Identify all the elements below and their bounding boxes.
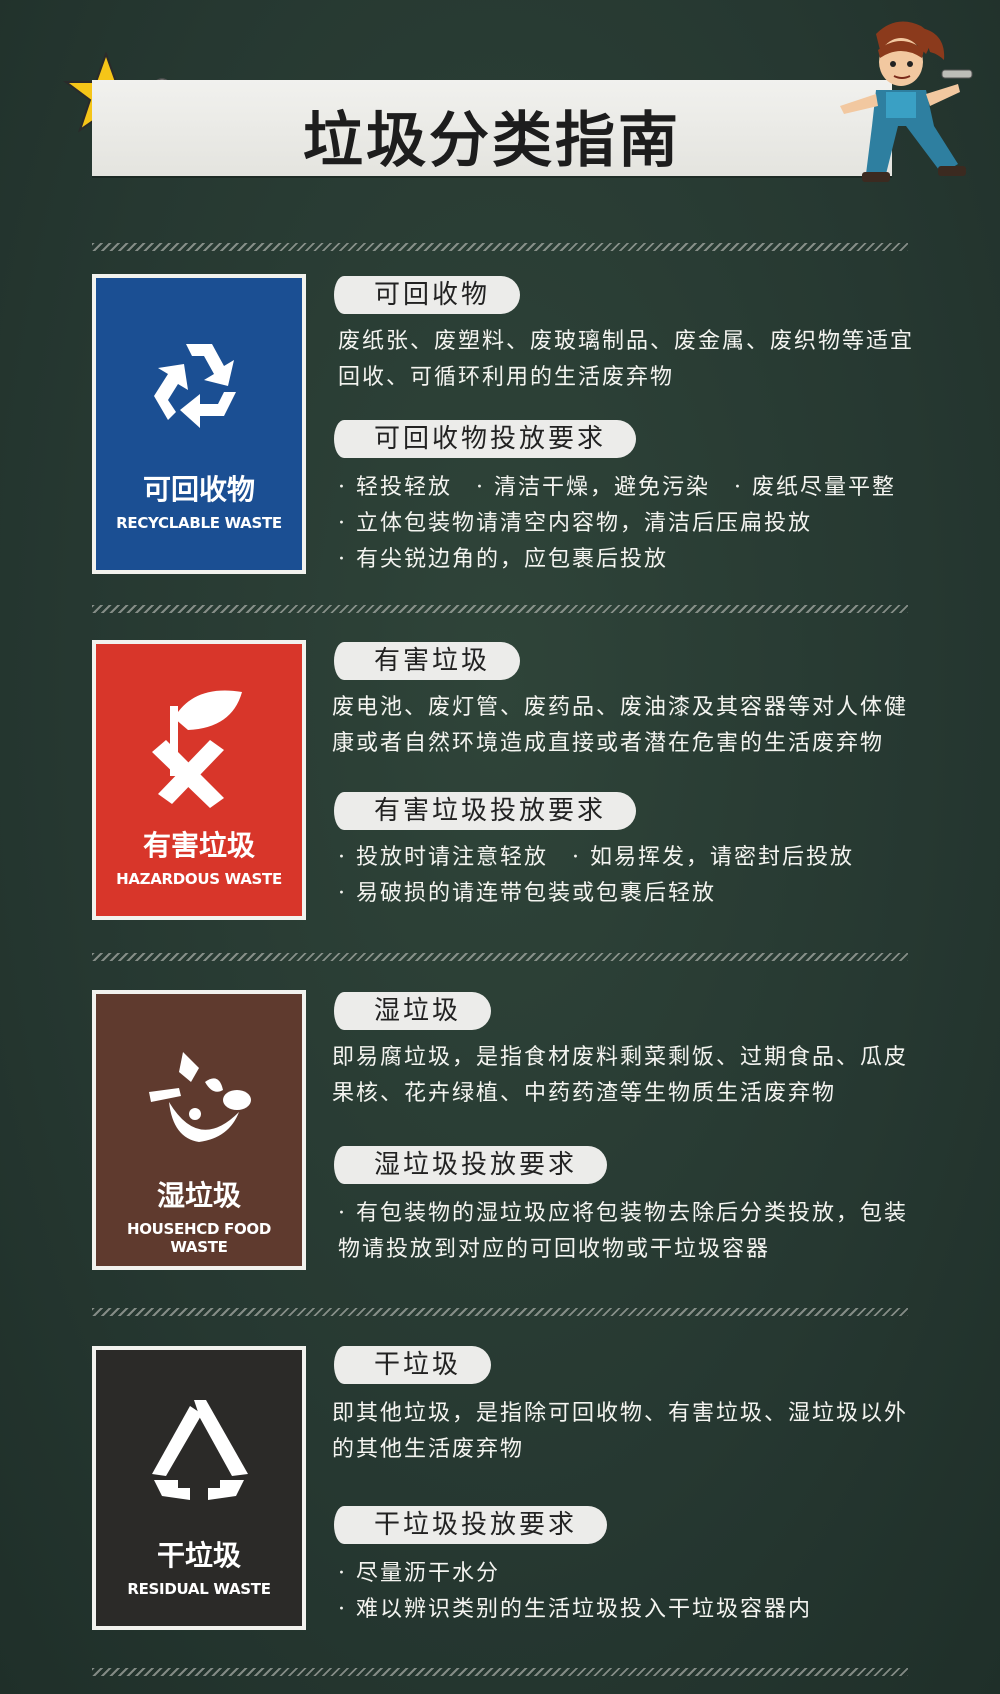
card-name: 可回收物: [142, 473, 255, 506]
recycle-icon: [154, 344, 236, 428]
page-title: 垃圾分类指南: [303, 106, 681, 176]
hazardous-card: 有害垃圾 HAZARDOUS WASTE: [92, 640, 306, 920]
title-banner: 垃圾分类指南: [92, 80, 892, 176]
section-description: 废纸张、废塑料、废玻璃制品、废金属、废织物等适宜回收、可循环利用的生活废弃物: [338, 329, 915, 390]
requirement-item: · 立体包装物请清空内容物，清洁后压扁投放: [338, 511, 812, 536]
card-english-name: RESIDUAL WASTE: [127, 1580, 271, 1598]
section-title-pill: 湿垃圾: [333, 992, 492, 1030]
section-title-pill: 可回收物: [333, 276, 521, 314]
divider: [92, 1308, 908, 1316]
residual-card: 干垃圾 RESIDUAL WASTE: [92, 1346, 306, 1630]
divider: [92, 605, 908, 613]
requirement-item: · 有尖锐边角的，应包裹后投放: [338, 547, 668, 572]
requirements-title-pill: 干垃圾投放要求: [333, 1506, 608, 1544]
food-waste-icon: [149, 1052, 251, 1142]
requirements-list: · 有包装物的湿垃圾应将包装物去除后分类投放，包装物请投放到对应的可回收物或干垃…: [338, 1196, 928, 1268]
divider: [92, 243, 908, 251]
requirements-title-pill: 有害垃圾投放要求: [333, 792, 637, 830]
requirement-item: · 易破损的请连带包装或包裹后轻放: [338, 881, 716, 906]
requirements-list: · 轻投轻放 · 清洁干燥，避免污染 · 废纸尽量平整 · 立体包装物请清空内容…: [338, 470, 928, 578]
requirement-item: · 有包装物的湿垃圾应将包装物去除后分类投放，包装物请投放到对应的可回收物或干垃…: [338, 1201, 908, 1262]
card-english-name: HOUSEHCD FOOD WASTE: [126, 1220, 272, 1256]
requirement-item: · 难以辨识类别的生活垃圾投入干垃圾容器内: [338, 1597, 812, 1622]
recyclable-card: 可回收物 RECYCLABLE WASTE: [92, 274, 306, 574]
divider: [92, 953, 908, 961]
section-title-pill: 干垃圾: [333, 1346, 492, 1384]
requirements-title-pill: 湿垃圾投放要求: [333, 1146, 608, 1184]
requirements-list: · 投放时请注意轻放 · 如易挥发，请密封后投放 · 易破损的请连带包装或包裹后…: [338, 840, 928, 912]
requirement-item: · 投放时请注意轻放 · 如易挥发，请密封后投放: [338, 845, 854, 870]
requirement-item: · 轻投轻放 · 清洁干燥，避免污染 · 废纸尽量平整: [338, 475, 896, 500]
card-name: 干垃圾: [156, 1539, 241, 1572]
section-description: 即其他垃圾，是指除可回收物、有害垃圾、湿垃圾以外的其他生活废弃物: [332, 1401, 909, 1462]
card-english-name: RECYCLABLE WASTE: [116, 514, 282, 532]
card-name: 有害垃圾: [142, 829, 255, 862]
divider: [92, 1668, 908, 1676]
card-name: 湿垃圾: [156, 1179, 241, 1212]
residual-icon: [152, 1400, 248, 1500]
requirements-title-pill: 可回收物投放要求: [333, 420, 637, 458]
requirement-item: · 尽量沥干水分: [338, 1561, 500, 1586]
requirements-list: · 尽量沥干水分 · 难以辨识类别的生活垃圾投入干垃圾容器内: [338, 1556, 928, 1628]
section-title-pill: 有害垃圾: [333, 642, 521, 680]
section-description: 即易腐垃圾，是指食材废料剩菜剩饭、过期食品、瓜皮果核、花卉绿植、中药药渣等生物质…: [332, 1045, 909, 1106]
food-waste-card: 湿垃圾 HOUSEHCD FOOD WASTE: [92, 990, 306, 1270]
hazardous-icon: [152, 690, 242, 808]
card-english-name: HAZARDOUS WASTE: [116, 870, 282, 888]
section-description: 废电池、废灯管、废药品、废油漆及其容器等对人体健康或者自然环境造成直接或者潜在危…: [332, 695, 909, 756]
mascot-character-icon: [840, 21, 973, 182]
